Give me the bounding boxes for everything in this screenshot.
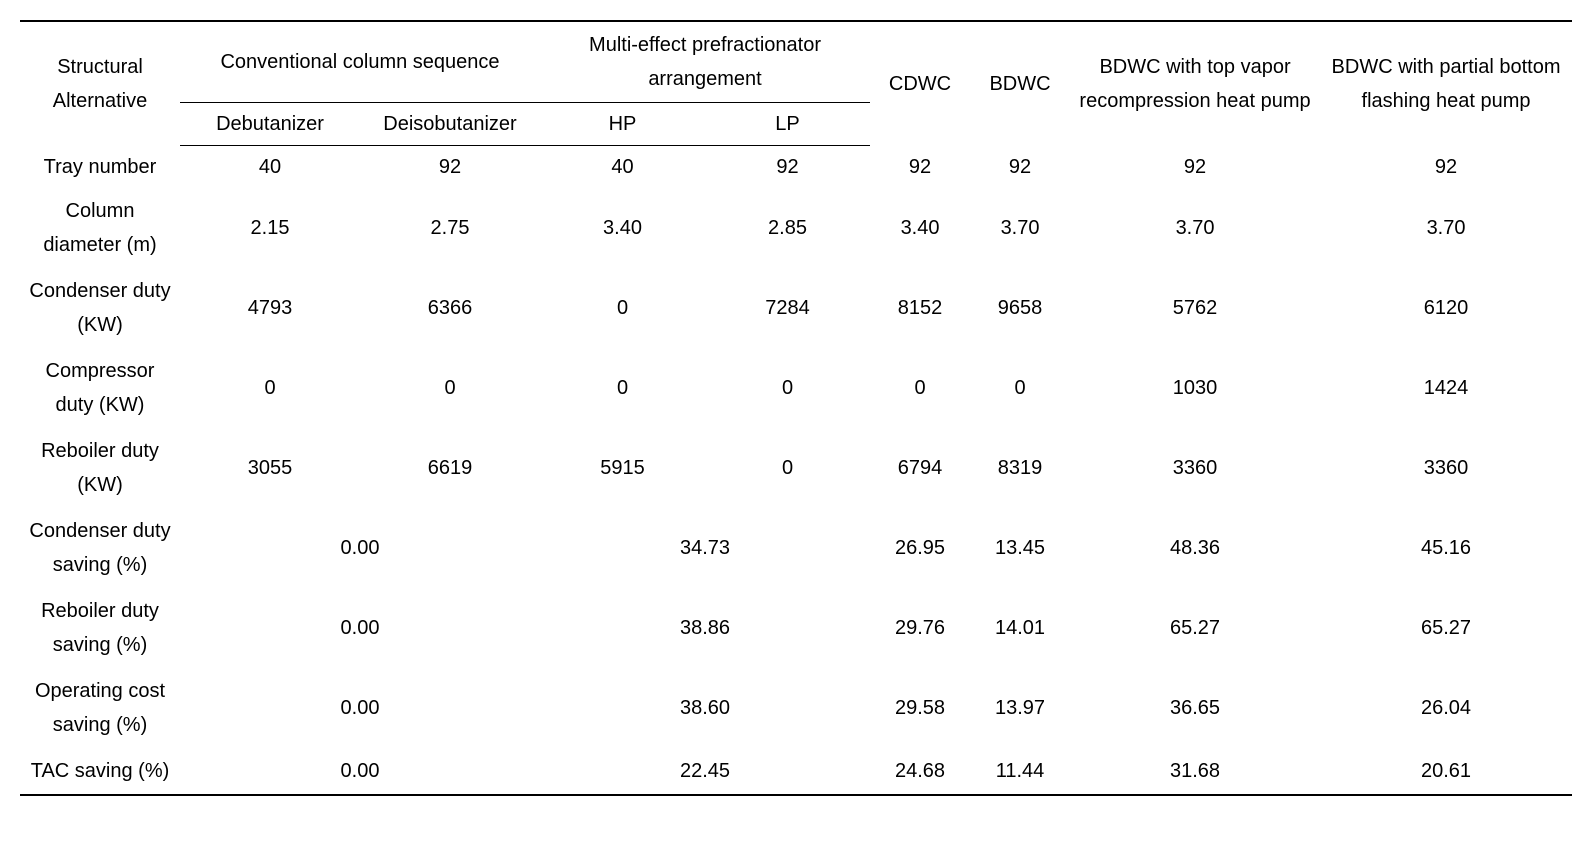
cell: 0: [705, 348, 870, 428]
cell: 26.04: [1320, 668, 1572, 748]
cell: 29.58: [870, 668, 970, 748]
comparison-table: Structural Alternative Conventional colu…: [20, 20, 1572, 796]
cell: 38.86: [540, 588, 870, 668]
cell: 2.75: [360, 188, 540, 268]
cell: 45.16: [1320, 508, 1572, 588]
cell: 65.27: [1320, 588, 1572, 668]
cell: 92: [705, 146, 870, 189]
cell: 0: [180, 348, 360, 428]
cell: 0.00: [180, 508, 540, 588]
table-row: Column diameter (m) 2.15 2.75 3.40 2.85 …: [20, 188, 1572, 268]
table-row: Reboiler duty saving (%) 0.00 38.86 29.7…: [20, 588, 1572, 668]
header-bdwc-bot: BDWC with partial bottom flashing heat p…: [1320, 21, 1572, 146]
row-label-tray: Tray number: [20, 146, 180, 189]
row-label-diameter: Column diameter (m): [20, 188, 180, 268]
cell: 8319: [970, 428, 1070, 508]
row-label-op-save: Operating cost saving (%): [20, 668, 180, 748]
row-label-tac-save: TAC saving (%): [20, 748, 180, 795]
table-row: Tray number 40 92 40 92 92 92 92 92: [20, 146, 1572, 189]
cell: 3.40: [540, 188, 705, 268]
header-bdwc-top: BDWC with top vapor recompression heat p…: [1070, 21, 1320, 146]
table-row: Reboiler duty (KW) 3055 6619 5915 0 6794…: [20, 428, 1572, 508]
row-label-cond-save: Condenser duty saving (%): [20, 508, 180, 588]
cell: 3.70: [1070, 188, 1320, 268]
cell: 31.68: [1070, 748, 1320, 795]
subheader-lp: LP: [705, 103, 870, 146]
cell: 48.36: [1070, 508, 1320, 588]
cell: 3.70: [970, 188, 1070, 268]
cell: 40: [540, 146, 705, 189]
row-label-reboiler: Reboiler duty (KW): [20, 428, 180, 508]
header-bdwc: BDWC: [970, 21, 1070, 146]
cell: 0: [540, 348, 705, 428]
cell: 24.68: [870, 748, 970, 795]
cell: 3.40: [870, 188, 970, 268]
cell: 6120: [1320, 268, 1572, 348]
cell: 22.45: [540, 748, 870, 795]
table-row: Condenser duty (KW) 4793 6366 0 7284 815…: [20, 268, 1572, 348]
cell: 0: [540, 268, 705, 348]
cell: 40: [180, 146, 360, 189]
header-conventional: Conventional column sequence: [180, 21, 540, 103]
cell: 4793: [180, 268, 360, 348]
row-label-compressor: Compressor duty (KW): [20, 348, 180, 428]
cell: 13.97: [970, 668, 1070, 748]
cell: 3360: [1070, 428, 1320, 508]
cell: 34.73: [540, 508, 870, 588]
cell: 14.01: [970, 588, 1070, 668]
table-row: Operating cost saving (%) 0.00 38.60 29.…: [20, 668, 1572, 748]
cell: 5762: [1070, 268, 1320, 348]
table-row: Condenser duty saving (%) 0.00 34.73 26.…: [20, 508, 1572, 588]
subheader-debutanizer: Debutanizer: [180, 103, 360, 146]
header-multieffect: Multi-effect prefractionator arrangement: [540, 21, 870, 103]
subheader-hp: HP: [540, 103, 705, 146]
cell: 36.65: [1070, 668, 1320, 748]
cell: 1424: [1320, 348, 1572, 428]
header-structural: Structural Alternative: [20, 21, 180, 146]
cell: 0.00: [180, 668, 540, 748]
cell: 2.85: [705, 188, 870, 268]
cell: 0: [360, 348, 540, 428]
cell: 92: [1070, 146, 1320, 189]
cell: 11.44: [970, 748, 1070, 795]
cell: 1030: [1070, 348, 1320, 428]
cell: 5915: [540, 428, 705, 508]
cell: 0: [870, 348, 970, 428]
cell: 2.15: [180, 188, 360, 268]
row-label-condenser: Condenser duty (KW): [20, 268, 180, 348]
cell: 9658: [970, 268, 1070, 348]
cell: 3.70: [1320, 188, 1572, 268]
subheader-deisobutanizer: Deisobutanizer: [360, 103, 540, 146]
table-row: TAC saving (%) 0.00 22.45 24.68 11.44 31…: [20, 748, 1572, 795]
cell: 7284: [705, 268, 870, 348]
table-row: Compressor duty (KW) 0 0 0 0 0 0 1030 14…: [20, 348, 1572, 428]
cell: 20.61: [1320, 748, 1572, 795]
cell: 6366: [360, 268, 540, 348]
cell: 92: [970, 146, 1070, 189]
cell: 6619: [360, 428, 540, 508]
cell: 0: [970, 348, 1070, 428]
cell: 26.95: [870, 508, 970, 588]
cell: 0.00: [180, 588, 540, 668]
cell: 8152: [870, 268, 970, 348]
cell: 3360: [1320, 428, 1572, 508]
cell: 29.76: [870, 588, 970, 668]
cell: 6794: [870, 428, 970, 508]
cell: 65.27: [1070, 588, 1320, 668]
cell: 92: [870, 146, 970, 189]
cell: 38.60: [540, 668, 870, 748]
cell: 0.00: [180, 748, 540, 795]
header-cdwc: CDWC: [870, 21, 970, 146]
cell: 0: [705, 428, 870, 508]
cell: 13.45: [970, 508, 1070, 588]
row-label-reb-save: Reboiler duty saving (%): [20, 588, 180, 668]
cell: 92: [1320, 146, 1572, 189]
cell: 3055: [180, 428, 360, 508]
cell: 92: [360, 146, 540, 189]
